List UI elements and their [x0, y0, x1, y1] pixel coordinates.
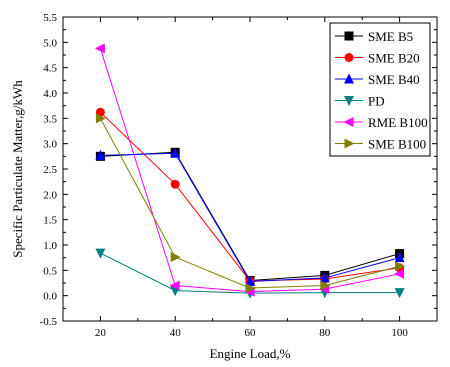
legend: SME B5 SME B20 SME B40 PD RME B100 SME B100 [329, 22, 431, 157]
legend-entry: PD [335, 94, 385, 109]
legend-marker [344, 73, 354, 84]
x-axis-title: Engine Load,% [210, 346, 291, 361]
data-point [320, 280, 331, 291]
x-tick-label: 60 [245, 327, 257, 339]
data-point [95, 149, 106, 160]
series-5 [95, 113, 406, 294]
data-point [245, 283, 256, 294]
legend-label: RME B100 [368, 115, 428, 130]
legend-label: SME B40 [368, 72, 420, 87]
y-axis-title: Specific Particulate Matter,g/kWh [10, 80, 25, 258]
legend-entry: SME B100 [335, 137, 426, 152]
x-tick-label: 20 [95, 327, 107, 339]
legend-marker [344, 31, 354, 41]
data-point [394, 288, 405, 299]
legend-label: SME B5 [368, 29, 413, 44]
legend-entry: SME B5 [335, 29, 413, 44]
data-point [319, 272, 330, 283]
data-point [245, 275, 255, 286]
legend-label: PD [368, 94, 385, 109]
y-tick-label: 4.0 [43, 88, 57, 100]
legend-marker [344, 138, 355, 149]
series-2 [95, 147, 405, 286]
axes: -0.5 0.0 0.5 1.0 1.5 2.0 2.5 3.0 3.5 4.0 4.5 5.0 5.5… [10, 12, 438, 361]
x-tick-label: 40 [170, 327, 182, 339]
data-point [170, 179, 180, 189]
series-line [100, 151, 400, 281]
data-point [95, 113, 106, 124]
x-tick-label: 80 [319, 327, 331, 339]
legend-marker [343, 117, 354, 127]
legend-marker [344, 53, 354, 62]
series-layer [94, 43, 406, 299]
y-tick-label: -0.5 [40, 316, 58, 328]
y-tick-label: 1.5 [43, 215, 57, 227]
y-tick-label: 3.5 [43, 113, 57, 125]
y-tick-label: 3.0 [43, 139, 57, 151]
data-point [394, 268, 405, 279]
legend-entry: SME B40 [335, 72, 420, 87]
y-tick-label: 4.5 [43, 63, 57, 75]
y-tick-label: 0.5 [43, 265, 57, 277]
data-point [394, 252, 405, 263]
y-tick-label: 0.0 [43, 291, 57, 303]
legend-entry: RME B100 [335, 115, 428, 130]
legend-label: SME B20 [368, 51, 420, 66]
data-point [170, 252, 181, 263]
x-tick-label: 100 [391, 327, 408, 339]
legend-entry: SME B20 [335, 51, 420, 66]
data-point [170, 147, 181, 158]
y-tick-label: 1.0 [43, 240, 57, 252]
y-tick-label: 2.5 [43, 164, 57, 176]
legend-box [329, 22, 431, 157]
data-point [395, 261, 406, 272]
data-point [94, 43, 105, 54]
y-tick-label: 5.0 [43, 37, 57, 49]
data-point [169, 280, 180, 291]
series-0 [95, 147, 405, 285]
y-tick-label: 2.0 [43, 189, 57, 201]
data-point [95, 248, 106, 259]
series-line [100, 152, 400, 282]
y-tick-label: 5.5 [43, 12, 57, 24]
legend-label: SME B100 [368, 137, 426, 152]
legend-marker [344, 96, 354, 106]
